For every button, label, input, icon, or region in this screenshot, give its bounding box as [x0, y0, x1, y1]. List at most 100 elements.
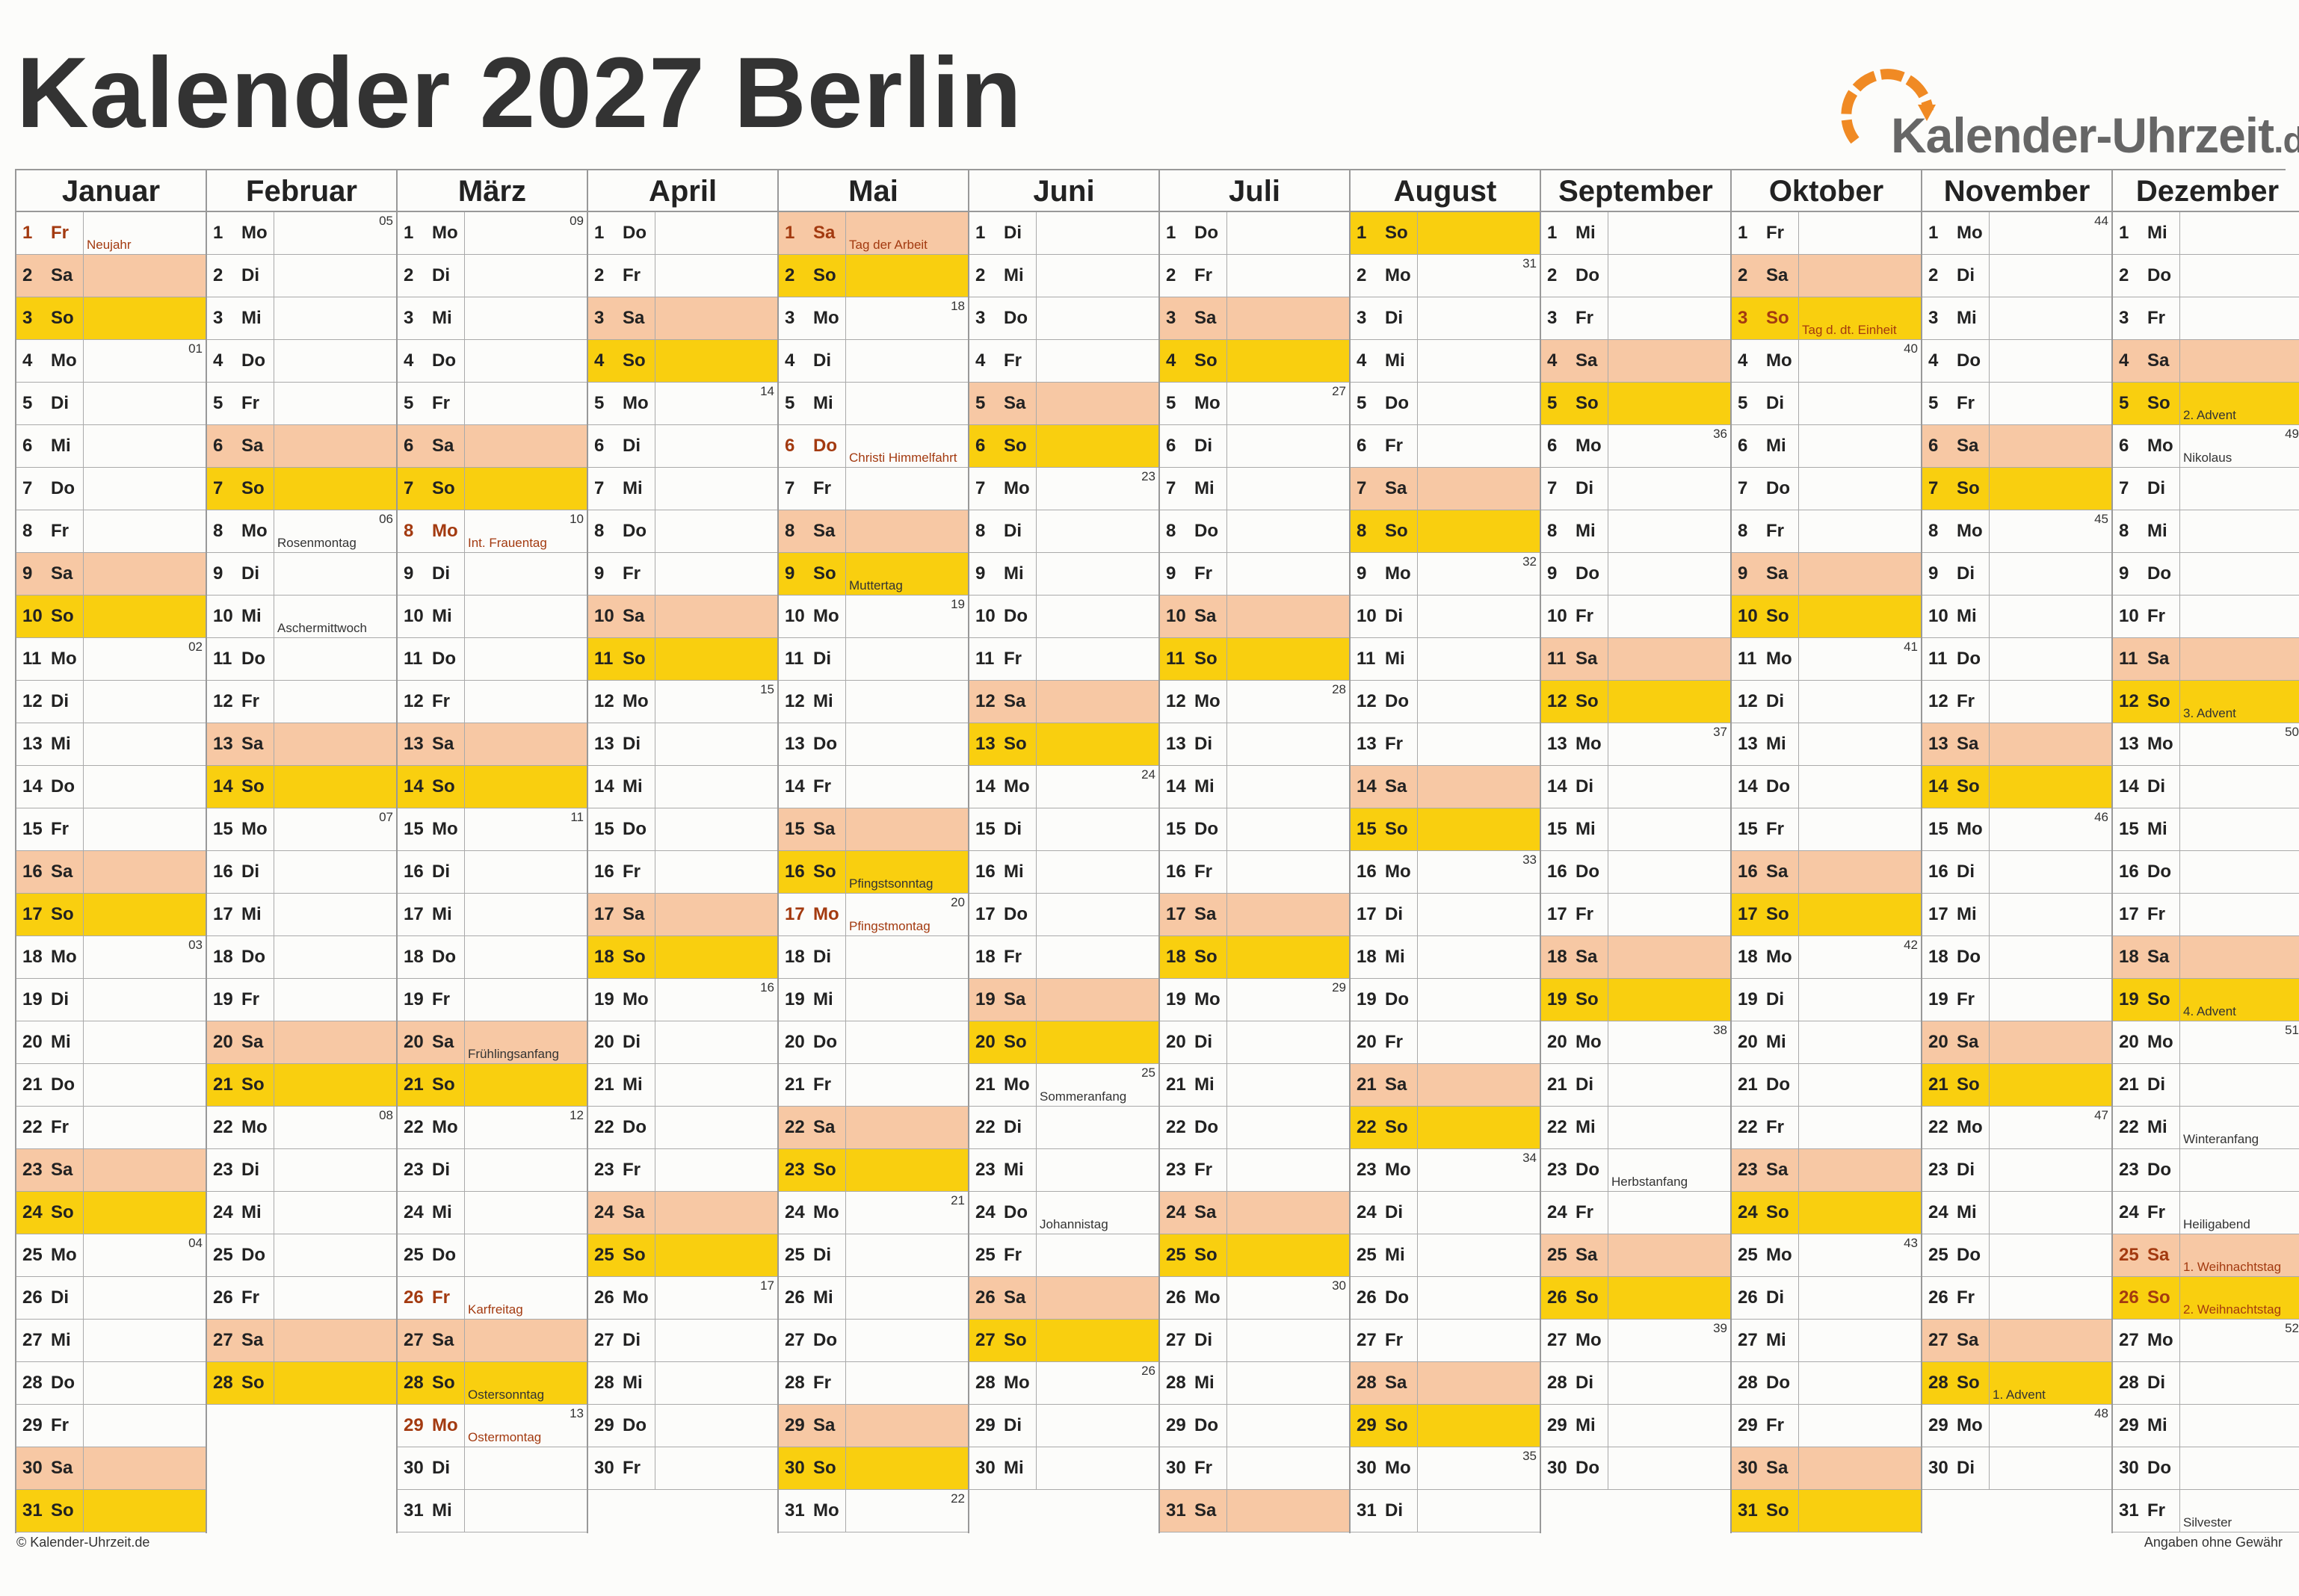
week-number: 42: [1904, 938, 1918, 952]
month-header: September: [1541, 170, 1730, 212]
week-number: 33: [1522, 853, 1537, 867]
day-cell: 4 So: [588, 340, 777, 383]
day-cell: 6 Mo 36: [1541, 425, 1730, 468]
day-cell: 27 Sa: [207, 1320, 396, 1362]
weekday-name: So: [813, 862, 836, 882]
day-cell: 23 Sa: [1732, 1149, 1921, 1192]
weekday-name: Mi: [1004, 862, 1024, 882]
day-cell: 17 Sa: [588, 894, 777, 936]
day-number-cell: 12 Fr: [207, 681, 274, 723]
day-number-cell: 22 Sa: [779, 1107, 846, 1148]
day-cell: 1 Sa Tag der Arbeit: [779, 212, 968, 255]
day-number: 13: [975, 734, 996, 754]
day-number: 1: [404, 223, 414, 243]
day-number: 8: [22, 521, 33, 541]
weekday-name: Di: [241, 265, 259, 285]
day-cell: 19 Di: [1732, 979, 1921, 1021]
day-cell: 3 Mi: [207, 297, 396, 340]
week-number: 08: [379, 1108, 393, 1122]
day-number-cell: 28 So: [1922, 1362, 1990, 1404]
day-cell: 21 So: [1922, 1064, 2111, 1107]
day-number: 13: [1928, 734, 1948, 754]
weekday-name: Di: [1957, 1458, 1975, 1478]
day-number: 6: [1928, 436, 1939, 456]
day-number-cell: 6 So: [969, 425, 1037, 467]
day-cell: 25 Sa: [1541, 1234, 1730, 1277]
day-number: 22: [975, 1117, 996, 1137]
day-number-cell: 1 Fr: [1732, 212, 1799, 254]
day-number: 9: [22, 563, 33, 584]
weekday-name: Fr: [1385, 1330, 1403, 1350]
month-column-9: Oktober 1 Fr 2 Sa 3 So Tag d. dt. Einheit 4 Mo 40 5…: [1732, 170, 1922, 1533]
week-number: 29: [1332, 980, 1346, 995]
weekday-name: Do: [2147, 265, 2171, 285]
day-number-cell: 16 Mi: [969, 851, 1037, 893]
day-number: 6: [2119, 436, 2129, 456]
day-number: 22: [22, 1117, 43, 1137]
weekday-name: Sa: [241, 436, 264, 456]
weekday-name: So: [1385, 223, 1408, 243]
day-number: 28: [1738, 1373, 1758, 1393]
day-number-cell: 6 Mo: [2113, 425, 2180, 467]
weekday-name: So: [1194, 947, 1218, 967]
weekday-name: Fr: [432, 393, 450, 413]
day-number: 31: [404, 1500, 424, 1521]
weekday-name: Mi: [1385, 1245, 1405, 1265]
day-cell: 9 Do: [2113, 553, 2299, 596]
weekday-name: So: [1194, 350, 1218, 371]
day-number: 19: [2119, 989, 2139, 1009]
day-cell: 15 Do: [1160, 808, 1349, 851]
day-number-cell: 3 Mi: [1922, 297, 1990, 339]
day-cell: 13 Do: [779, 723, 968, 766]
day-number-cell: 15 Do: [588, 808, 655, 850]
weekday-name: Mi: [1385, 649, 1405, 669]
weekday-name: Sa: [1766, 563, 1789, 584]
day-number: 15: [594, 819, 614, 839]
day-number: 22: [1357, 1117, 1377, 1137]
weekday-name: Mo: [623, 1287, 649, 1308]
weekday-name: Di: [813, 350, 831, 371]
day-note: 4. Advent: [2183, 1004, 2236, 1018]
day-number: 8: [2119, 521, 2129, 541]
day-number: 30: [1547, 1458, 1567, 1478]
day-number: 17: [1547, 904, 1567, 924]
weekday-name: Do: [51, 1373, 75, 1393]
day-number: 2: [975, 265, 986, 285]
weekday-name: Sa: [1004, 691, 1026, 711]
day-cell: 8 Mo 06 Rosenmontag: [207, 510, 396, 553]
day-number-cell: 30 Mo: [1351, 1447, 1418, 1489]
weekday-name: Mi: [241, 904, 262, 924]
weekday-name: Fr: [1385, 1032, 1403, 1052]
day-number: 29: [785, 1415, 805, 1435]
weekday-name: Di: [1766, 393, 1784, 413]
day-cell: 27 So: [969, 1320, 1158, 1362]
day-number: 8: [1547, 521, 1558, 541]
day-number: 24: [1166, 1202, 1186, 1222]
day-number-cell: 2 Fr: [1160, 255, 1227, 297]
month-header: Juli: [1160, 170, 1349, 212]
day-number-cell: 15 Mi: [2113, 808, 2180, 850]
day-number-cell: 17 Mi: [1922, 894, 1990, 935]
day-number-cell: 31 Di: [1351, 1490, 1418, 1532]
day-number-cell: 10 Do: [969, 596, 1037, 637]
day-number-cell: 19 Di: [16, 979, 84, 1021]
day-note: Karfreitag: [468, 1302, 523, 1317]
day-number-cell: 20 Mi: [1732, 1021, 1799, 1063]
day-number: 17: [213, 904, 233, 924]
weekday-name: Sa: [1957, 436, 1979, 456]
day-number-cell: 26 Fr: [398, 1277, 465, 1319]
day-number: 29: [1738, 1415, 1758, 1435]
logo[interactable]: Kalender-Uhrzeit.de: [1840, 58, 2299, 163]
weekday-name: Fr: [623, 1160, 641, 1180]
day-number: 16: [1928, 862, 1948, 882]
day-number-cell: 25 Mo: [1732, 1234, 1799, 1276]
weekday-name: Fr: [1194, 563, 1212, 584]
weekday-name: Mi: [432, 606, 452, 626]
day-cell: 2 So: [779, 255, 968, 297]
day-number-cell: 22 Mi: [2113, 1107, 2180, 1148]
day-number-cell: 9 Mi: [969, 553, 1037, 595]
week-number: 10: [570, 512, 584, 526]
day-cell: 24 Mi: [398, 1192, 587, 1234]
day-cell: 27 Mo 52: [2113, 1320, 2299, 1362]
weekday-name: So: [241, 478, 265, 498]
